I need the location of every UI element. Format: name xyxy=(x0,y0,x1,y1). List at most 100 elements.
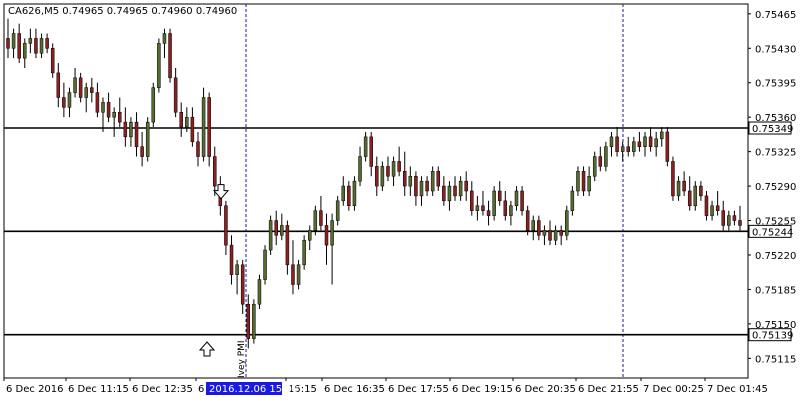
candle-body xyxy=(252,303,256,339)
y-tick-label: 0.75185 xyxy=(755,285,796,296)
candle-body xyxy=(553,230,558,241)
candle-body xyxy=(112,112,116,118)
candle-body xyxy=(386,166,390,177)
candle-body xyxy=(542,230,547,236)
candle-body xyxy=(615,136,619,152)
y-tick-label: 0.75360 xyxy=(755,113,796,124)
y-tick-label: 0.75325 xyxy=(755,148,796,159)
candle-body xyxy=(648,136,653,147)
candle-body xyxy=(721,210,725,226)
candle-body xyxy=(637,141,642,147)
candle-body xyxy=(39,38,44,54)
candle-body xyxy=(402,171,407,187)
candle-body xyxy=(296,264,301,285)
candle-body xyxy=(145,121,150,157)
candle-body xyxy=(660,131,664,140)
y-tick-label: 0.75290 xyxy=(755,182,796,193)
candle-body xyxy=(687,190,692,207)
candle-body xyxy=(397,161,401,172)
candle-body xyxy=(280,225,284,236)
candle-body xyxy=(475,205,480,211)
x-tick-label: 6 Dec 2016 xyxy=(6,384,64,395)
candle-body xyxy=(587,175,591,192)
candle-body xyxy=(408,175,413,187)
x-tick-label: 15:15 xyxy=(288,384,317,395)
candle-body xyxy=(503,200,508,216)
y-tick-label: 0.75395 xyxy=(755,79,796,90)
candle-body xyxy=(481,205,485,211)
candle-body xyxy=(330,220,334,246)
candle-body xyxy=(45,38,49,49)
candle-body xyxy=(492,190,496,216)
candle-body xyxy=(715,205,720,211)
candle-body xyxy=(235,264,239,275)
candle-body xyxy=(67,92,72,108)
level-price-label: 0.75349 xyxy=(752,124,793,135)
level-price-label: 0.75244 xyxy=(752,227,793,238)
candle-body xyxy=(190,116,195,143)
candle-body xyxy=(201,97,206,157)
candle-body xyxy=(263,249,267,280)
candle-body xyxy=(73,77,77,93)
x-tick-label: 6 Dec 19:15 xyxy=(452,384,513,395)
candle-body xyxy=(6,38,10,49)
level-price-box xyxy=(748,328,792,342)
candle-body xyxy=(414,175,418,197)
candle-body xyxy=(347,185,351,207)
candle-body xyxy=(458,180,463,197)
candle-body xyxy=(548,230,552,241)
candle-body xyxy=(514,190,519,207)
candle-body xyxy=(699,185,703,197)
symbol-label: CA626,M5 0.74965 0.74965 0.74960 0.74960 xyxy=(8,6,237,17)
candle-body xyxy=(229,244,234,275)
candle-body xyxy=(302,239,306,266)
x-tick-label: 6 Dec 17:55 xyxy=(388,384,449,395)
candle-body xyxy=(240,264,245,305)
candle-body xyxy=(581,171,586,192)
candle-body xyxy=(123,121,128,138)
candle-body xyxy=(520,190,524,211)
x-tick-label: 6 Dec 16:35 xyxy=(324,384,385,395)
candle-body xyxy=(375,166,379,187)
candle-body xyxy=(246,303,251,339)
candle-body xyxy=(436,171,441,187)
candle-body xyxy=(710,205,714,216)
candle-body xyxy=(224,205,228,246)
candle-body xyxy=(531,220,536,231)
candle-body xyxy=(727,215,731,226)
x-tick-label: 6 Dec 11:15 xyxy=(68,384,129,395)
candle-body xyxy=(140,146,144,157)
candle-body xyxy=(358,156,362,182)
candle-body xyxy=(95,92,100,113)
up-arrow-icon xyxy=(198,341,216,357)
candle-body xyxy=(654,138,658,147)
candle-body xyxy=(23,43,27,59)
candle-body xyxy=(274,220,278,236)
candle-body xyxy=(676,180,681,197)
candle-body xyxy=(369,136,373,167)
candle-body xyxy=(464,180,468,192)
plot-frame xyxy=(3,3,749,379)
x-tick-label: 6 Dec 21:55 xyxy=(578,384,639,395)
candle-body xyxy=(626,146,630,152)
y-tick-label: 0.75430 xyxy=(755,44,796,55)
y-tick-label: 0.75465 xyxy=(755,10,796,21)
candle-body xyxy=(453,185,457,197)
candle-body xyxy=(319,210,323,226)
candle-body xyxy=(151,87,156,123)
candle-body xyxy=(90,87,94,93)
candle-body xyxy=(341,185,346,202)
candle-body xyxy=(592,156,597,177)
candle-body xyxy=(56,72,61,98)
candle-body xyxy=(129,121,133,138)
candle-body xyxy=(324,225,329,246)
candle-body xyxy=(268,220,273,251)
candle-body xyxy=(671,161,675,197)
down-arrow-icon xyxy=(212,184,230,200)
candle-body xyxy=(447,185,452,202)
time-badge-label: 2016.12.06 15:00 xyxy=(209,384,298,395)
candle-body xyxy=(732,215,737,221)
level-price-label: 0.75139 xyxy=(752,331,793,342)
